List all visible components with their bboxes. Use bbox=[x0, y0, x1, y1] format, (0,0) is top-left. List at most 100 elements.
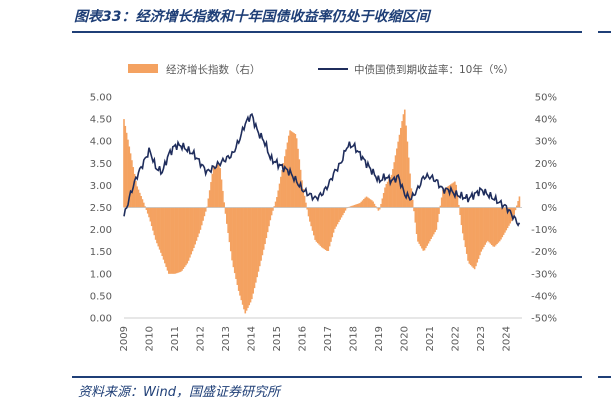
bar bbox=[256, 207, 258, 278]
left-tick-label: 2.50 bbox=[90, 203, 112, 214]
bar bbox=[251, 207, 253, 300]
bar bbox=[145, 207, 148, 210]
bar bbox=[343, 207, 345, 213]
left-tick-label: 0.00 bbox=[90, 314, 112, 325]
bar bbox=[146, 207, 149, 214]
left-axis-ticks: 0.00 0.50 1.00 1.50 2.00 2.50 3.00 3.50 4.00 4.50… bbox=[90, 93, 112, 325]
bar bbox=[517, 201, 519, 208]
bar bbox=[324, 207, 327, 251]
bar bbox=[164, 207, 166, 264]
bar bbox=[393, 162, 396, 208]
bar bbox=[302, 188, 305, 208]
bar bbox=[405, 125, 407, 208]
bar bbox=[227, 207, 229, 233]
bar bbox=[291, 132, 294, 208]
bar bbox=[171, 207, 174, 274]
bar bbox=[278, 183, 281, 208]
bar bbox=[330, 207, 332, 242]
bar bbox=[489, 207, 492, 244]
bar bbox=[456, 194, 459, 208]
bar bbox=[236, 207, 239, 285]
bar bbox=[493, 207, 496, 247]
bar bbox=[331, 207, 334, 238]
x-tick-label: 2019 bbox=[374, 326, 385, 351]
bar bbox=[261, 207, 264, 256]
bar bbox=[287, 135, 290, 208]
bar bbox=[197, 207, 199, 238]
bar bbox=[355, 204, 357, 208]
bar bbox=[459, 207, 461, 216]
bar bbox=[268, 207, 270, 227]
bar bbox=[141, 199, 144, 208]
bar bbox=[195, 207, 198, 241]
x-tick-label: 2022 bbox=[451, 326, 462, 351]
bar bbox=[244, 207, 247, 314]
legend-bar-label: 经济增长指数（右） bbox=[166, 63, 261, 76]
bar bbox=[363, 199, 365, 208]
bar bbox=[323, 207, 326, 250]
bar bbox=[282, 163, 285, 208]
bar bbox=[241, 207, 244, 305]
bar bbox=[434, 207, 436, 233]
bar bbox=[340, 207, 343, 218]
bar bbox=[436, 207, 439, 223]
bar bbox=[444, 187, 447, 208]
bar bbox=[228, 207, 231, 243]
legend-bar-swatch bbox=[128, 64, 158, 73]
bar bbox=[266, 207, 269, 233]
bar bbox=[247, 207, 249, 308]
bar bbox=[177, 207, 179, 273]
bar bbox=[349, 206, 352, 208]
bar bbox=[290, 131, 293, 208]
bar bbox=[252, 207, 254, 294]
bar bbox=[374, 206, 377, 208]
bar bbox=[342, 207, 344, 216]
bar bbox=[332, 207, 335, 233]
bar bbox=[509, 207, 512, 224]
bar bbox=[421, 207, 423, 249]
bar bbox=[367, 197, 369, 208]
bar bbox=[258, 207, 261, 267]
bar bbox=[175, 207, 178, 274]
legend-line-label: 中债国债到期收益率：10年（%） bbox=[354, 63, 514, 76]
header-rule-stub bbox=[598, 31, 611, 33]
bar bbox=[178, 207, 181, 273]
bar bbox=[476, 207, 479, 263]
bar bbox=[264, 207, 266, 245]
bar bbox=[224, 207, 227, 214]
x-tick-label: 2012 bbox=[196, 326, 207, 351]
bar bbox=[214, 166, 216, 208]
bar bbox=[248, 207, 251, 306]
bar bbox=[186, 207, 189, 264]
chart-title: 图表33：经济增长指数和十年国债收益率仍处于收缩区间 bbox=[74, 9, 430, 25]
x-tick-label: 2020 bbox=[400, 326, 411, 351]
bar bbox=[335, 207, 338, 227]
bar bbox=[240, 207, 243, 301]
bar bbox=[352, 205, 355, 208]
bar bbox=[386, 181, 389, 208]
bar bbox=[320, 207, 323, 248]
bar bbox=[475, 207, 477, 267]
x-tick-label: 2009 bbox=[119, 326, 130, 351]
bar bbox=[127, 139, 129, 208]
bar bbox=[384, 187, 386, 208]
bar bbox=[392, 169, 394, 208]
bar bbox=[310, 207, 312, 227]
bar bbox=[135, 180, 137, 208]
bar bbox=[467, 207, 469, 261]
bar bbox=[414, 207, 417, 223]
yield-line bbox=[123, 112, 521, 227]
footer-rule bbox=[72, 376, 582, 378]
bar bbox=[152, 207, 154, 231]
bar bbox=[220, 179, 223, 208]
bar bbox=[431, 207, 434, 237]
bar bbox=[487, 207, 489, 241]
bar bbox=[298, 159, 301, 208]
bar bbox=[314, 207, 316, 240]
bar bbox=[389, 177, 392, 208]
bar bbox=[133, 173, 136, 208]
bar bbox=[309, 207, 311, 222]
left-tick-label: 4.50 bbox=[90, 115, 112, 126]
source-note: 资料来源：Wind，国盛证券研究所 bbox=[78, 385, 280, 400]
bar bbox=[339, 207, 341, 220]
